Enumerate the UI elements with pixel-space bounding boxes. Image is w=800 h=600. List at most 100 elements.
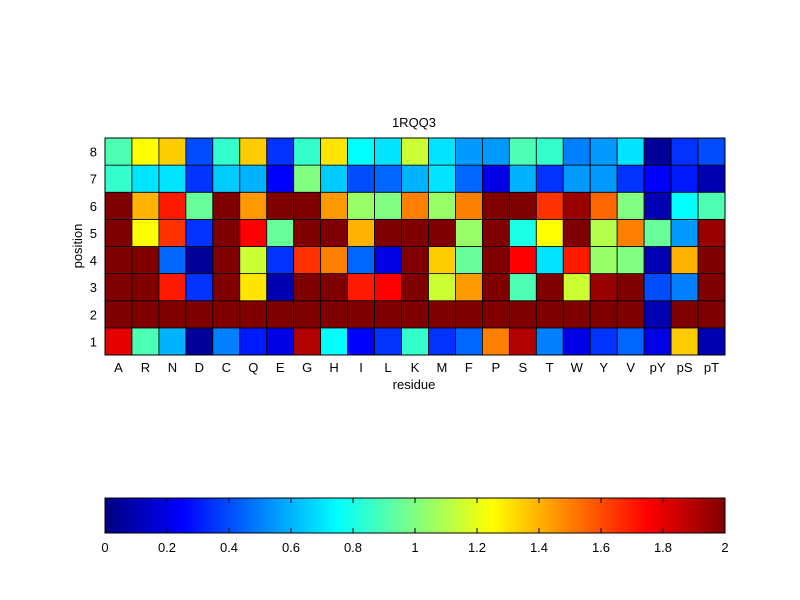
heatmap-cell	[455, 164, 483, 193]
heatmap-cell	[212, 327, 241, 356]
heatmap-cell	[320, 164, 349, 193]
heatmap-cell	[104, 164, 133, 193]
heatmap-cell	[158, 327, 187, 356]
x-tick-label: H	[329, 360, 338, 375]
heatmap-cell	[239, 218, 268, 247]
colorbar-tick-label: 2	[721, 540, 728, 555]
x-tick-label: E	[276, 360, 285, 375]
colorbar-tick-label: 1.4	[530, 540, 548, 555]
heatmap-cells	[104, 137, 726, 356]
heatmap-cell	[293, 218, 322, 247]
heatmap-cell	[589, 218, 618, 247]
heatmap-cell	[616, 218, 645, 247]
colorbar-tick-label: 1.2	[468, 540, 486, 555]
heatmap-cell	[239, 300, 268, 329]
x-tick-label: K	[411, 360, 420, 375]
heatmap-cell	[670, 191, 699, 220]
x-tick-label: S	[518, 360, 527, 375]
x-tick-label: V	[626, 360, 635, 375]
heatmap-cell	[643, 191, 672, 220]
x-tick-label: D	[195, 360, 204, 375]
heatmap-cell	[401, 164, 429, 193]
heatmap-cell	[320, 137, 349, 166]
heatmap-cell	[239, 273, 268, 302]
heatmap-cell	[131, 273, 160, 302]
heatmap-cell	[320, 218, 349, 247]
colorbar-tick-label: 1.8	[654, 540, 672, 555]
heatmap-cell	[185, 137, 214, 166]
y-tick-label: 2	[90, 307, 97, 322]
heatmap-cell	[266, 191, 295, 220]
heatmap-cell	[185, 246, 214, 275]
heatmap-cell	[697, 246, 726, 275]
heatmap-cell	[562, 137, 591, 166]
heatmap-cell	[239, 191, 268, 220]
colorbar-ticks: 0 0.2 0.4 0.6 0.8 1 1.2 1.4 1.6 1.8 2	[101, 498, 729, 555]
heatmap-cell	[535, 246, 564, 275]
heatmap-cell	[670, 273, 699, 302]
heatmap-cell	[428, 191, 456, 220]
heatmap-cell	[293, 191, 322, 220]
heatmap-cell	[347, 191, 375, 220]
heatmap-cell	[185, 300, 214, 329]
heatmap-cell	[131, 246, 160, 275]
heatmap-cell	[212, 164, 241, 193]
heatmap-cell	[374, 246, 402, 275]
heatmap-cell	[401, 191, 429, 220]
x-tick-label: A	[114, 360, 123, 375]
heatmap-cell	[455, 300, 483, 329]
heatmap-cell	[374, 164, 402, 193]
heatmap-cell	[670, 327, 699, 356]
chart-title: 1RQQ3	[392, 115, 436, 130]
heatmap-cell	[428, 273, 456, 302]
heatmap-cell	[347, 273, 375, 302]
heatmap-cell	[589, 137, 618, 166]
x-tick-label: Q	[248, 360, 258, 375]
heatmap-cell	[616, 327, 645, 356]
x-tick-label: G	[302, 360, 312, 375]
heatmap-cell	[347, 327, 375, 356]
heatmap-cell	[320, 191, 349, 220]
heatmap-cell	[293, 164, 322, 193]
heatmap-cell	[697, 300, 726, 329]
heatmap-cell	[104, 246, 133, 275]
heatmap-cell	[697, 137, 726, 166]
heatmap-cell	[508, 246, 537, 275]
heatmap-cell	[481, 327, 510, 356]
x-tick-label: W	[571, 360, 584, 375]
heatmap-cell	[643, 137, 672, 166]
heatmap-cell	[185, 273, 214, 302]
heatmap-cell	[131, 300, 160, 329]
heatmap-cell	[481, 273, 510, 302]
heatmap-cell	[104, 300, 133, 329]
heatmap-cell	[508, 300, 537, 329]
heatmap-cell	[266, 327, 295, 356]
heatmap-cell	[104, 273, 133, 302]
heatmap-cell	[428, 218, 456, 247]
heatmap-cell	[104, 218, 133, 247]
heatmap-cell	[643, 327, 672, 356]
heatmap-cell	[428, 327, 456, 356]
heatmap-cell	[374, 300, 402, 329]
heatmap-cell	[293, 246, 322, 275]
heatmap-cell	[212, 191, 241, 220]
heatmap-cell	[185, 327, 214, 356]
heatmap-cell	[455, 327, 483, 356]
heatmap-cell	[131, 137, 160, 166]
heatmap-cell	[374, 191, 402, 220]
heatmap-cell	[481, 164, 510, 193]
heatmap-cell	[481, 137, 510, 166]
heatmap-cell	[562, 218, 591, 247]
heatmap-cell	[508, 327, 537, 356]
x-tick-label: pY	[650, 360, 666, 375]
heatmap-cell	[401, 273, 429, 302]
heatmap-cell	[401, 218, 429, 247]
heatmap-cell	[643, 246, 672, 275]
heatmap-cell	[508, 164, 537, 193]
heatmap-cell	[562, 273, 591, 302]
colorbar-tick-label: 0.6	[282, 540, 300, 555]
heatmap-cell	[589, 327, 618, 356]
heatmap-cell	[562, 327, 591, 356]
x-tick-label: M	[437, 360, 448, 375]
x-tick-label: pS	[677, 360, 693, 375]
